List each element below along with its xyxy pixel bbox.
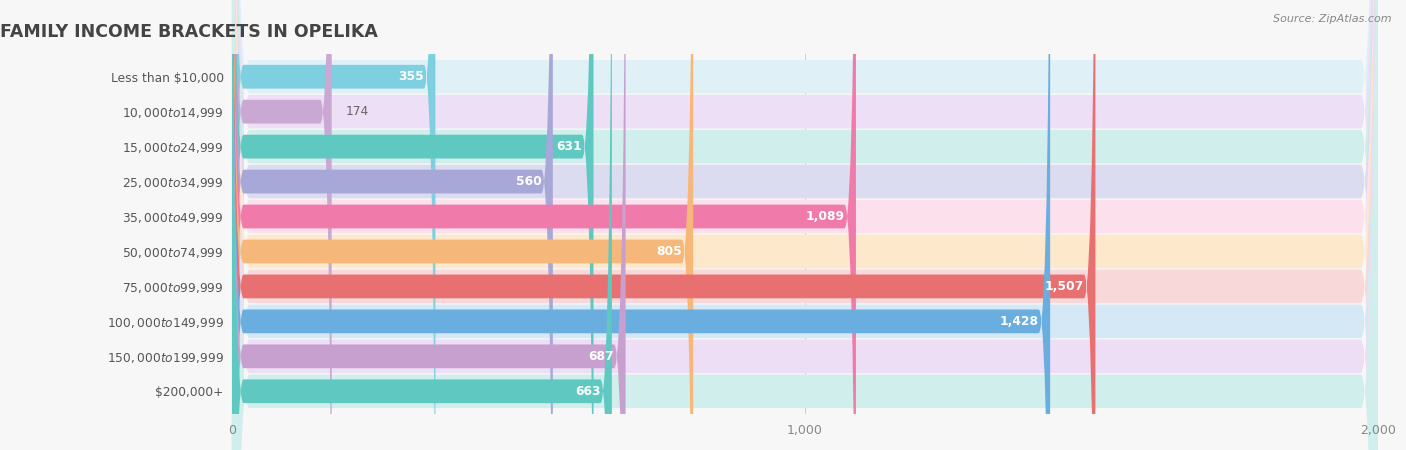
FancyBboxPatch shape — [232, 0, 1378, 450]
FancyBboxPatch shape — [232, 0, 332, 450]
FancyBboxPatch shape — [232, 0, 553, 450]
FancyBboxPatch shape — [232, 0, 626, 450]
FancyBboxPatch shape — [232, 0, 1378, 450]
FancyBboxPatch shape — [232, 0, 1378, 450]
Text: Source: ZipAtlas.com: Source: ZipAtlas.com — [1274, 14, 1392, 23]
Text: 631: 631 — [557, 140, 582, 153]
FancyBboxPatch shape — [232, 0, 1378, 450]
FancyBboxPatch shape — [232, 0, 1378, 450]
FancyBboxPatch shape — [232, 0, 1378, 450]
FancyBboxPatch shape — [232, 0, 856, 450]
Text: 560: 560 — [516, 175, 541, 188]
FancyBboxPatch shape — [232, 0, 1378, 450]
FancyBboxPatch shape — [232, 0, 1378, 450]
FancyBboxPatch shape — [232, 0, 1095, 450]
Text: 1,089: 1,089 — [806, 210, 845, 223]
Text: 687: 687 — [589, 350, 614, 363]
Text: 1,507: 1,507 — [1045, 280, 1084, 293]
Text: 663: 663 — [575, 385, 600, 398]
Text: FAMILY INCOME BRACKETS IN OPELIKA: FAMILY INCOME BRACKETS IN OPELIKA — [0, 23, 378, 41]
Text: 1,428: 1,428 — [1000, 315, 1039, 328]
FancyBboxPatch shape — [232, 0, 1378, 450]
FancyBboxPatch shape — [232, 0, 593, 450]
Text: 174: 174 — [346, 105, 370, 118]
FancyBboxPatch shape — [232, 0, 612, 450]
FancyBboxPatch shape — [232, 0, 1378, 450]
Text: 355: 355 — [398, 70, 425, 83]
FancyBboxPatch shape — [232, 0, 436, 450]
FancyBboxPatch shape — [232, 0, 1050, 450]
FancyBboxPatch shape — [232, 0, 693, 450]
Text: 805: 805 — [657, 245, 682, 258]
